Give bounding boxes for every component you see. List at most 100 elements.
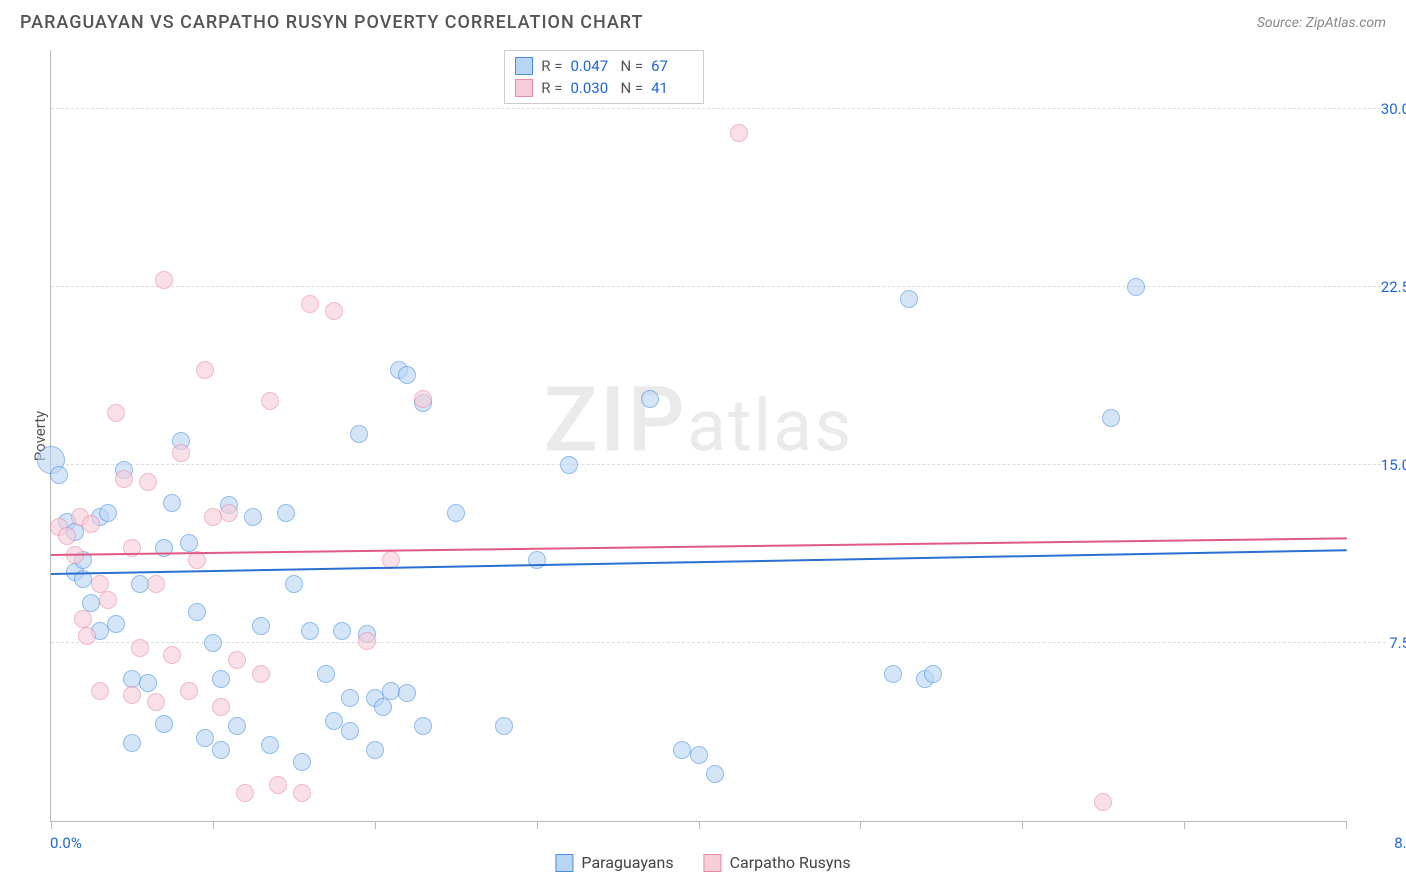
data-point [155,271,173,289]
legend-swatch-1 [704,854,722,872]
data-point [495,717,513,735]
stats-row-series-1: R = 0.030 N = 41 [515,77,693,99]
data-point [730,124,748,142]
legend-item-1: Carpatho Rusyns [704,853,851,872]
data-point [293,753,311,771]
data-point [139,674,157,692]
chart-source: Source: ZipAtlas.com [1257,15,1386,31]
data-point [528,551,546,569]
series-legend: Paraguayans Carpatho Rusyns [555,853,850,872]
data-point [277,504,295,522]
data-point [325,302,343,320]
data-point [261,736,279,754]
data-point [333,622,351,640]
data-point [78,627,96,645]
data-point [196,361,214,379]
data-point [212,670,230,688]
data-point [1094,793,1112,811]
data-point [293,784,311,802]
data-point [220,504,238,522]
data-point [196,729,214,747]
x-axis-max-label: 8.0% [1394,834,1406,852]
stats-row-series-0: R = 0.047 N = 41 67 [515,55,693,77]
data-point [317,665,335,683]
data-point [374,698,392,716]
data-point [204,634,222,652]
data-point [398,366,416,384]
data-point [172,444,190,462]
data-point [358,632,376,650]
y-tick-label: 15.0% [1361,456,1406,474]
data-point [147,575,165,593]
data-point [244,508,262,526]
data-point [74,610,92,628]
data-point [115,470,133,488]
data-point [366,741,384,759]
data-point [285,575,303,593]
data-point [900,290,918,308]
y-tick-label: 30.0% [1361,100,1406,118]
data-point [673,741,691,759]
x-tick [537,821,538,829]
data-point [180,682,198,700]
data-point [123,686,141,704]
data-point [228,651,246,669]
swatch-series-0 [515,57,533,75]
data-point [301,622,319,640]
data-point [252,665,270,683]
data-point [147,693,165,711]
data-point [641,390,659,408]
y-tick-label: 22.5% [1361,278,1406,296]
data-point [414,390,432,408]
data-point [228,717,246,735]
gridline [51,464,1386,465]
data-point [236,784,254,802]
data-point [123,670,141,688]
data-point [163,646,181,664]
data-point [99,591,117,609]
data-point [884,665,902,683]
data-point [1127,278,1145,296]
data-point [706,765,724,783]
data-point [212,698,230,716]
x-tick [51,821,52,829]
data-point [1102,409,1120,427]
legend-swatch-0 [555,854,573,872]
y-tick-label: 7.5% [1361,634,1406,652]
x-axis-min-label: 0.0% [50,834,82,852]
swatch-series-1 [515,79,533,97]
gridline [51,108,1386,109]
chart-area: Poverty ZIPatlas R = 0.047 N = 41 67 R =… [50,50,1386,822]
data-point [139,473,157,491]
x-tick [699,821,700,829]
chart-title: PARAGUAYAN VS CARPATHO RUSYN POVERTY COR… [20,12,644,33]
data-point [690,746,708,764]
data-point [58,527,76,545]
data-point [155,715,173,733]
data-point [252,617,270,635]
data-point [447,504,465,522]
x-tick [860,821,861,829]
x-tick [1184,821,1185,829]
data-point [261,392,279,410]
data-point [82,515,100,533]
data-point [188,603,206,621]
gridline [51,286,1386,287]
data-point [269,776,287,794]
x-tick [1022,821,1023,829]
data-point [212,741,230,759]
data-point [325,712,343,730]
data-point [398,684,416,702]
data-point [414,717,432,735]
plot-region: ZIPatlas R = 0.047 N = 41 67 R = 0.030 N… [50,50,1346,822]
x-tick [1346,821,1347,829]
data-point [50,466,68,484]
x-tick [375,821,376,829]
stats-legend-box: R = 0.047 N = 41 67 R = 0.030 N = 41 [504,50,704,104]
data-point [107,615,125,633]
data-point [924,665,942,683]
data-point [107,404,125,422]
gridline [51,642,1386,643]
x-tick [213,821,214,829]
data-point [350,425,368,443]
